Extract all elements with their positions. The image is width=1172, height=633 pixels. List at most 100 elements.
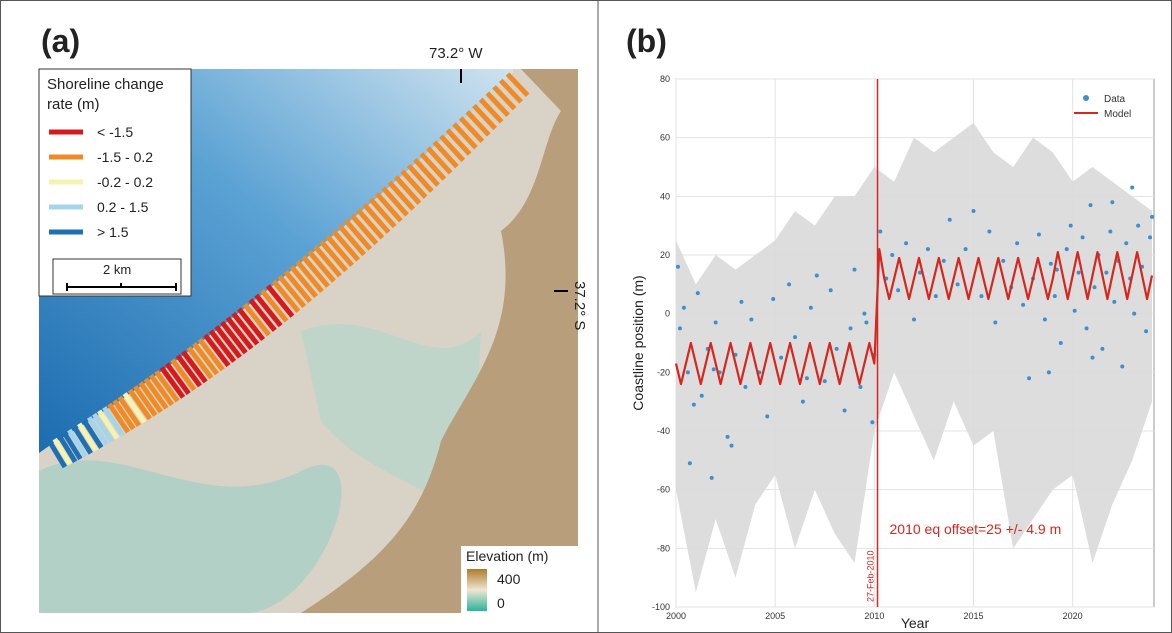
shoreline-transect	[472, 103, 497, 131]
uncertainty-band	[676, 123, 1153, 593]
x-tick-label: 2000	[666, 611, 686, 621]
shoreline-transect	[107, 402, 131, 434]
x-tick-label: 2015	[963, 611, 983, 621]
data-point	[1058, 341, 1063, 345]
scale-bar	[66, 283, 177, 291]
data-point	[1100, 346, 1105, 351]
hills	[301, 69, 578, 613]
data-point	[1001, 258, 1006, 263]
shoreline-transect	[86, 416, 109, 446]
legend-label: -1.5 - 0.2	[97, 149, 153, 165]
data-point	[822, 379, 827, 384]
shoreline-transect	[112, 399, 136, 431]
shoreline-transect	[301, 255, 330, 288]
shoreline-transect	[381, 186, 409, 217]
data-point	[947, 217, 952, 222]
data-point	[993, 320, 998, 325]
data-point	[804, 376, 809, 381]
data-point	[904, 241, 909, 246]
shoreline-transect	[368, 197, 397, 229]
legend-label: Model	[1104, 109, 1131, 120]
shoreline-transect	[319, 239, 348, 273]
x-tick-label: 2005	[765, 611, 785, 621]
data-point	[1124, 241, 1129, 246]
data-point	[870, 420, 875, 425]
y-tick-label: 20	[660, 250, 670, 260]
shoreline-transect	[225, 316, 254, 350]
x-axis-label: Year	[901, 615, 930, 631]
shoreline-transect	[362, 202, 391, 234]
data-point	[800, 399, 805, 404]
legend-label: < -1.5	[97, 124, 133, 140]
data-point	[1015, 241, 1020, 246]
data-point	[1068, 223, 1073, 228]
shoreline-transect	[237, 307, 266, 342]
data-point	[848, 326, 853, 331]
y-tick-label: -20	[657, 367, 670, 377]
annotation: 2010 eq offset=25 +/- 4.9 m	[890, 521, 1062, 537]
data-point	[713, 320, 718, 325]
data-point	[955, 282, 960, 287]
shoreline-transect	[350, 213, 379, 246]
data-point	[1120, 364, 1125, 369]
elevation-title: Elevation (m)	[466, 548, 549, 564]
shoreline-transect	[295, 260, 324, 294]
shoreline-transect	[325, 234, 354, 267]
data-point	[1021, 302, 1026, 307]
data-point	[878, 229, 883, 234]
shoreline-transect	[426, 146, 453, 175]
shoreline-transect	[498, 78, 523, 104]
shoreline-transect	[133, 384, 158, 417]
scale-box	[52, 258, 182, 295]
shoreline-transect	[265, 284, 295, 318]
data-point	[1130, 185, 1135, 190]
shoreline-transect	[72, 425, 93, 455]
data-point	[687, 461, 692, 466]
data-point	[1112, 299, 1117, 304]
elevation-min: 0	[497, 595, 505, 611]
data-point	[793, 335, 798, 340]
shoreline-transect	[170, 358, 197, 392]
data-point	[691, 402, 696, 407]
data-point	[971, 209, 976, 213]
shoreline-transect	[343, 219, 373, 251]
data-point	[987, 229, 992, 234]
data-point	[834, 346, 839, 351]
y-tick-label: 0	[665, 309, 670, 319]
legend-label: Data	[1104, 94, 1126, 105]
shoreline-transect	[47, 440, 68, 469]
shoreline-transect	[439, 134, 466, 163]
shoreline-transect	[186, 346, 214, 380]
shoreline-transect	[356, 208, 385, 240]
data-point	[933, 294, 938, 299]
data-point	[808, 305, 813, 310]
shoreline-transect	[374, 191, 403, 223]
data-point	[1046, 370, 1051, 375]
scale-label: 2 km	[103, 262, 132, 277]
shoreline-transect	[254, 293, 283, 328]
data-point	[912, 317, 917, 322]
data-point	[749, 317, 754, 322]
shoreline-transect	[400, 169, 428, 199]
shoreline-transect	[57, 434, 78, 463]
data-point	[842, 408, 847, 413]
data-point	[1042, 317, 1047, 322]
shoreline-transect	[260, 289, 289, 323]
data-point	[1036, 232, 1041, 237]
shoreline-transect	[283, 269, 313, 304]
shoreline-transect	[419, 152, 447, 181]
data-point	[779, 355, 784, 360]
shoreline-transect	[248, 298, 277, 332]
shoreline-transect	[478, 97, 504, 124]
data-point	[681, 305, 686, 310]
shoreline-transect	[432, 140, 459, 169]
elevation-colorbar	[467, 569, 487, 611]
data-point	[1080, 235, 1085, 240]
shoreline-transect	[313, 245, 342, 278]
data-point	[896, 288, 901, 293]
data-point	[765, 414, 770, 419]
shoreline-transect	[159, 366, 186, 399]
shoreline-transect	[208, 329, 237, 363]
data-point	[1048, 261, 1053, 266]
